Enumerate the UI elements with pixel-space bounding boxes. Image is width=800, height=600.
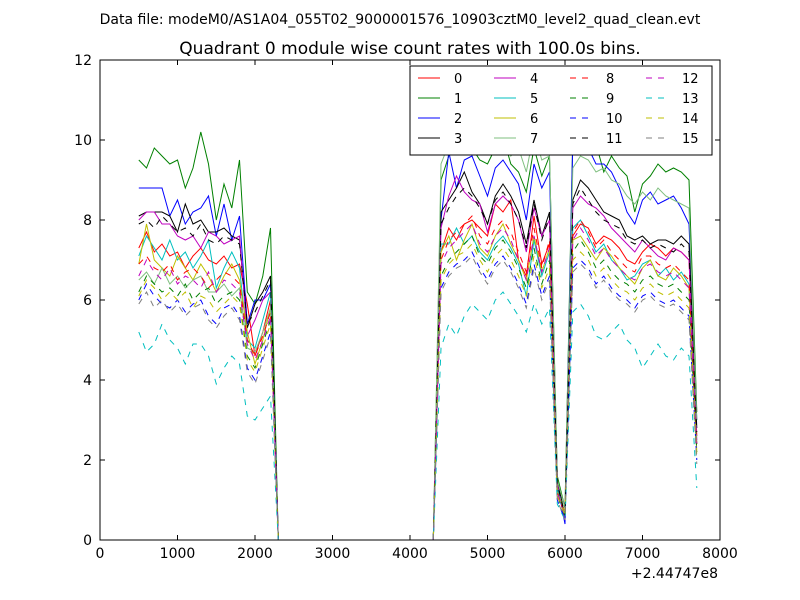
series-line-14 bbox=[138, 243, 698, 541]
legend-label-4: 4 bbox=[530, 72, 538, 87]
x-tick-label: 5000 bbox=[470, 546, 506, 562]
series-line-13 bbox=[138, 291, 698, 541]
y-tick-label: 8 bbox=[83, 213, 92, 229]
x-tick-label: 1000 bbox=[160, 546, 196, 562]
legend-label-13: 13 bbox=[682, 92, 699, 107]
legend-label-3: 3 bbox=[454, 132, 462, 147]
y-tick-label: 6 bbox=[83, 293, 92, 309]
series-line-4 bbox=[138, 174, 698, 541]
series-line-11 bbox=[138, 186, 698, 541]
x-tick-label: 2000 bbox=[237, 546, 273, 562]
legend-label-2: 2 bbox=[454, 112, 462, 127]
x-tick-label: 0 bbox=[96, 546, 105, 562]
series-line-3 bbox=[138, 170, 698, 541]
x-tick-label: 8000 bbox=[702, 546, 738, 562]
x-tick-label: 6000 bbox=[547, 546, 583, 562]
legend-label-1: 1 bbox=[454, 92, 462, 107]
legend-label-6: 6 bbox=[530, 112, 538, 127]
x-axis-offset-label: +2.44747e8 bbox=[631, 566, 718, 582]
chart-supertitle: Data file: modeM0/AS1A04_055T02_90000015… bbox=[100, 12, 701, 28]
axis-ticks: 0 1000 2000 3000 4000 5000 6000 7000 80000246810… bbox=[74, 53, 738, 562]
series-line-10 bbox=[138, 251, 698, 541]
y-tick-label: 12 bbox=[74, 53, 92, 69]
legend-label-14: 14 bbox=[682, 112, 699, 127]
legend-label-9: 9 bbox=[606, 92, 614, 107]
legend-label-0: 0 bbox=[454, 72, 462, 87]
series-line-1 bbox=[138, 118, 698, 541]
chart-title: Quadrant 0 module wise count rates with … bbox=[179, 39, 640, 59]
legend-label-8: 8 bbox=[606, 72, 614, 87]
x-tick-label: 4000 bbox=[392, 546, 428, 562]
legend-label-5: 5 bbox=[530, 92, 538, 107]
legend-box bbox=[409, 65, 713, 156]
series-line-15 bbox=[138, 255, 698, 541]
x-tick-label: 7000 bbox=[625, 546, 661, 562]
legend-label-10: 10 bbox=[606, 112, 623, 127]
series-line-5 bbox=[138, 219, 698, 541]
x-tick-label: 3000 bbox=[315, 546, 351, 562]
y-tick-label: 10 bbox=[74, 133, 92, 149]
series-line-0 bbox=[138, 198, 698, 541]
legend-label-12: 12 bbox=[682, 72, 699, 87]
y-tick-label: 2 bbox=[83, 453, 92, 469]
legend-label-11: 11 bbox=[606, 132, 623, 147]
y-tick-label: 0 bbox=[83, 533, 92, 549]
legend-label-7: 7 bbox=[530, 132, 538, 147]
legend-label-15: 15 bbox=[682, 132, 699, 147]
series-line-8 bbox=[138, 215, 698, 541]
y-tick-label: 4 bbox=[83, 373, 92, 389]
